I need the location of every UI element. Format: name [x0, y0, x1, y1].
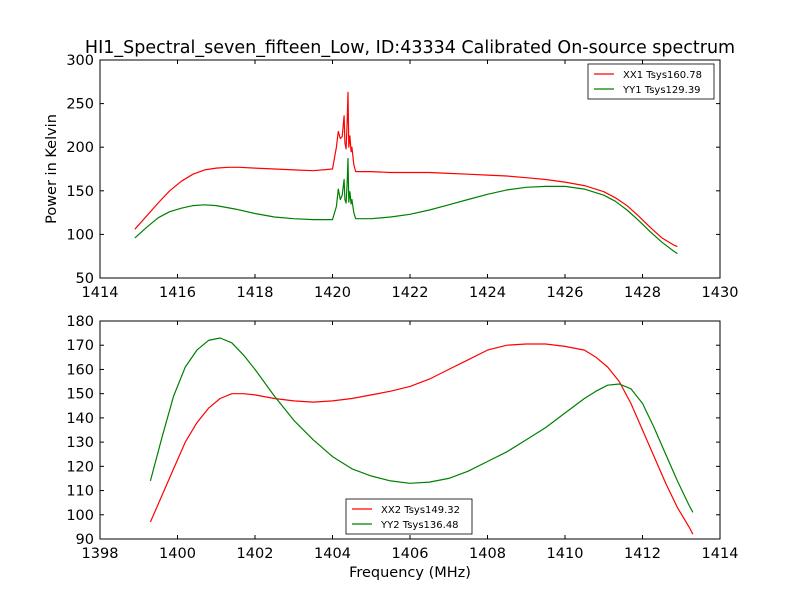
y-tick-label: 170 [66, 338, 94, 354]
y-tick-label: 100 [66, 227, 94, 243]
y-tick-label: 180 [66, 314, 94, 330]
figure-title: HI1_Spectral_seven_fifteen_Low, ID:43334… [85, 38, 735, 58]
y-tick-label: 150 [66, 387, 94, 403]
legend-box [345, 498, 473, 535]
legend-entry: YY1 Tsys129.39 [622, 85, 701, 96]
x-tick-label: 1416 [159, 285, 196, 301]
y-tick-label: 140 [66, 411, 94, 427]
series-line-yy2 [149, 337, 694, 513]
y-tick-label: 160 [66, 362, 94, 378]
x-tick-label: 1414 [702, 546, 739, 562]
x-tick-label: 1422 [392, 285, 429, 301]
series-line-yy1 [134, 157, 678, 255]
y-tick-label: 90 [76, 532, 94, 548]
y-tick-label: 100 [66, 508, 94, 524]
x-tick-label: 1428 [624, 285, 661, 301]
y-tick-label: 300 [66, 53, 94, 69]
legend: XX2 Tsys149.32 YY2 Tsys136.48 [345, 498, 473, 535]
x-tick-label: 1426 [547, 285, 584, 301]
x-tick-label: 1404 [314, 546, 351, 562]
y-tick-label: 200 [66, 140, 94, 156]
top-panel: 1414 1416 1418 1420 1422 1424 1426 1428 1430 50 10… [44, 53, 738, 301]
x-tick-label: 1412 [624, 546, 661, 562]
x-tick-label: 1400 [159, 546, 196, 562]
x-axis-label: Frequency (MHz) [349, 565, 471, 581]
series-line-xx2 [149, 343, 694, 535]
legend-entry: XX2 Tsys149.32 [381, 505, 460, 516]
legend-entry: YY2 Tsys136.48 [380, 520, 459, 531]
y-axis-label: Power in Kelvin [44, 114, 60, 224]
y-tick-label: 120 [66, 459, 94, 475]
legend-box [587, 63, 715, 100]
y-tick-label: 250 [66, 97, 94, 113]
x-tick-label: 1424 [469, 285, 506, 301]
x-tick-label: 1402 [237, 546, 274, 562]
legend-entry: XX1 Tsys160.78 [623, 70, 702, 81]
bottom-panel: 1398 1400 1402 1404 1406 1408 1410 1412 1414 90 10… [66, 314, 738, 581]
y-tick-label: 130 [66, 435, 94, 451]
x-tick-label: 1430 [702, 285, 739, 301]
y-tick-label: 50 [76, 271, 94, 287]
x-tick-label: 1414 [82, 285, 119, 301]
x-tick-label: 1410 [547, 546, 584, 562]
x-tick-label: 1420 [314, 285, 351, 301]
series-line-xx1 [134, 91, 678, 248]
x-tick-label: 1408 [469, 546, 506, 562]
x-tick-label: 1418 [237, 285, 274, 301]
y-tick-label: 150 [66, 184, 94, 200]
y-tick-label: 110 [66, 484, 94, 500]
x-tick-label: 1406 [392, 546, 429, 562]
legend: XX1 Tsys160.78 YY1 Tsys129.39 [587, 63, 715, 100]
x-tick-label: 1398 [82, 546, 119, 562]
